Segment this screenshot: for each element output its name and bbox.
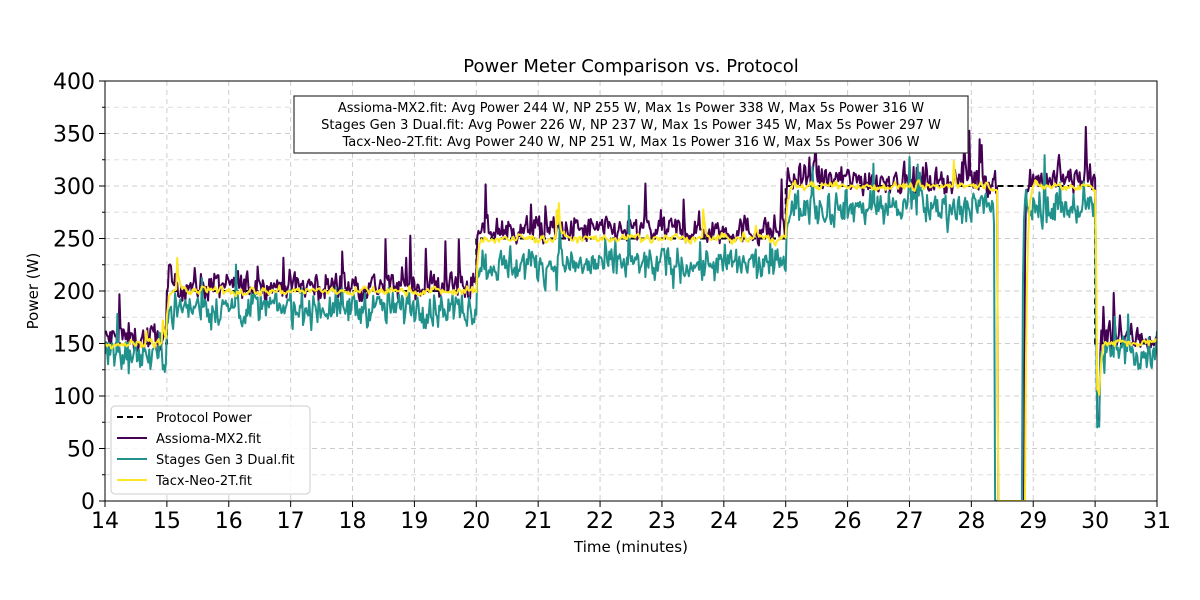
x-tick-label: 14 xyxy=(91,509,119,534)
x-axis-label: Time (minutes) xyxy=(573,538,688,556)
y-tick-label: 150 xyxy=(53,333,95,358)
x-tick-label: 27 xyxy=(895,509,923,534)
legend: Protocol Power Assioma-MX2.fit Stages Ge… xyxy=(110,405,311,495)
stats-annotation-box: Assioma-MX2.fit: Avg Power 244 W, NP 255… xyxy=(293,95,969,154)
x-axis-ticks: 14 15 16 17 18 19 20 21 22 23 24 25 26 27 28 29 30 31 xyxy=(91,501,1171,534)
y-tick-label: 100 xyxy=(53,385,95,410)
annotation-frame xyxy=(293,95,969,154)
y-axis-label: Power (W) xyxy=(24,253,42,330)
x-tick-label: 21 xyxy=(524,509,552,534)
y-tick-label: 250 xyxy=(53,228,95,253)
y-axis-ticks: 0 50 100 150 200 250 300 350 400 xyxy=(53,70,105,515)
y-tick-label: 200 xyxy=(53,280,95,305)
annotation-line-tacx: Tacx-Neo-2T.fit: Avg Power 240 W, NP 251… xyxy=(341,135,919,150)
y-tick-label: 0 xyxy=(81,490,95,515)
legend-label-stages: Stages Gen 3 Dual.fit xyxy=(156,453,295,468)
x-tick-label: 15 xyxy=(153,509,181,534)
legend-frame xyxy=(110,405,311,495)
x-tick-label: 23 xyxy=(648,509,676,534)
x-tick-label: 31 xyxy=(1143,509,1171,534)
legend-label-tacx: Tacx-Neo-2T.fit xyxy=(155,474,252,489)
chart-title: Power Meter Comparison vs. Protocol xyxy=(463,56,799,77)
x-tick-label: 30 xyxy=(1081,509,1109,534)
protocol-power-line xyxy=(105,185,1157,345)
y-tick-label: 400 xyxy=(53,70,95,95)
y-tick-label: 300 xyxy=(53,175,95,200)
legend-label-assioma: Assioma-MX2.fit xyxy=(156,432,261,447)
x-tick-label: 29 xyxy=(1019,509,1047,534)
annotation-line-stages: Stages Gen 3 Dual.fit: Avg Power 226 W, … xyxy=(321,118,941,133)
x-tick-label: 19 xyxy=(400,509,428,534)
series-lines xyxy=(105,125,1157,501)
x-tick-label: 28 xyxy=(957,509,985,534)
x-tick-label: 24 xyxy=(710,509,738,534)
y-tick-label: 350 xyxy=(53,123,95,148)
y-tick-label: 50 xyxy=(67,438,95,463)
x-tick-label: 16 xyxy=(215,509,243,534)
x-tick-label: 25 xyxy=(772,509,800,534)
legend-label-protocol: Protocol Power xyxy=(156,411,252,426)
x-tick-label: 18 xyxy=(339,509,367,534)
series-line-tacx-neo-2t-fit xyxy=(105,159,1157,501)
annotation-line-assioma: Assioma-MX2.fit: Avg Power 244 W, NP 255… xyxy=(338,101,924,116)
x-tick-label: 17 xyxy=(277,509,305,534)
series-line-stages-gen-3-dual-fit xyxy=(105,154,1157,501)
series-line-assioma-mx2-fit xyxy=(105,125,1157,501)
x-tick-label: 26 xyxy=(834,509,862,534)
x-tick-label: 20 xyxy=(462,509,490,534)
x-tick-label: 22 xyxy=(586,509,614,534)
